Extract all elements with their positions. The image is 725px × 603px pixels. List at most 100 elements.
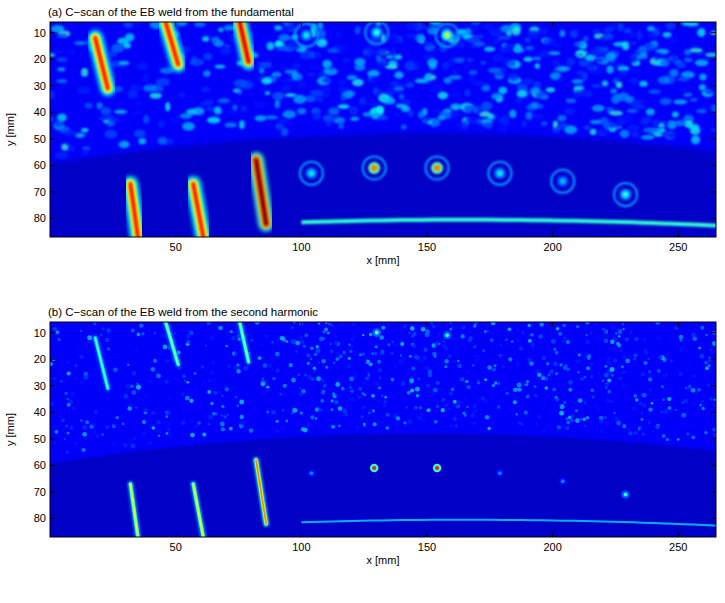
speckle <box>583 36 588 41</box>
speckle <box>352 322 356 326</box>
spot-halo <box>431 162 443 174</box>
indication-core <box>166 322 179 364</box>
speckle <box>513 387 518 392</box>
speckle <box>376 22 381 27</box>
x-axis-title: x [mm] <box>367 554 400 566</box>
speckle <box>215 65 226 69</box>
x-tick <box>301 232 302 237</box>
speckle <box>559 76 566 83</box>
x-tick <box>426 232 427 237</box>
speckle <box>156 374 161 379</box>
speckle <box>127 406 131 410</box>
speckle <box>448 407 451 410</box>
y-tick-label: 50 <box>34 433 46 445</box>
speckle <box>139 323 143 327</box>
speckle <box>648 358 651 361</box>
x-tick <box>175 22 176 27</box>
speckle <box>660 58 670 67</box>
speckle <box>615 417 619 421</box>
speckle <box>533 56 542 60</box>
speckle <box>143 74 149 82</box>
speckle <box>50 53 56 57</box>
speckle <box>373 87 378 94</box>
speckle <box>328 365 333 370</box>
indication <box>193 184 203 237</box>
speckle <box>61 144 68 151</box>
spot-halo <box>300 29 312 41</box>
speckle <box>67 50 75 55</box>
speckle <box>136 100 141 106</box>
speckle <box>184 379 186 381</box>
speckle <box>315 407 319 411</box>
speckle <box>679 88 689 92</box>
speckle <box>641 418 644 421</box>
speckle <box>632 406 636 410</box>
speckle <box>123 443 127 447</box>
speckle <box>234 352 238 356</box>
speckle <box>321 359 325 363</box>
speckle <box>378 386 381 389</box>
speckle <box>438 92 448 100</box>
speckle <box>437 115 445 120</box>
speckle <box>643 338 646 341</box>
spot <box>443 331 452 340</box>
speckle <box>622 323 624 325</box>
speckle <box>105 425 109 429</box>
speckle <box>130 385 133 388</box>
x-tick <box>301 532 302 537</box>
speckle <box>490 395 495 400</box>
speckle <box>607 390 611 394</box>
speckle <box>144 394 148 398</box>
speckle <box>484 123 492 129</box>
speckle <box>603 33 614 40</box>
speckle <box>559 363 562 366</box>
speckle <box>603 330 607 334</box>
speckle <box>561 423 565 427</box>
y-tick <box>711 59 716 60</box>
speckle <box>208 423 210 425</box>
y-tick-label: 60 <box>34 159 46 171</box>
speckle <box>442 398 446 402</box>
speckle <box>526 394 530 398</box>
speckle <box>516 362 519 365</box>
speckle <box>191 56 196 65</box>
speckle <box>51 50 65 54</box>
speckle <box>591 47 605 56</box>
y-tick <box>50 518 55 519</box>
speckle <box>709 397 713 401</box>
speckle <box>272 92 285 100</box>
speckle <box>390 352 393 355</box>
speckle <box>227 365 230 368</box>
speckle <box>316 97 324 102</box>
y-tick <box>50 85 55 86</box>
speckle <box>620 130 630 138</box>
speckle <box>689 48 703 52</box>
spot-halo <box>371 27 383 39</box>
speckle <box>336 357 340 361</box>
speckle <box>672 111 678 117</box>
x-tick <box>678 532 679 537</box>
speckle <box>436 381 440 385</box>
speckle <box>359 97 366 106</box>
speckle <box>347 75 357 80</box>
speckle <box>234 79 247 87</box>
speckle <box>114 423 118 427</box>
indication-core <box>238 322 248 362</box>
speckle <box>210 402 213 405</box>
spot-core <box>445 333 449 337</box>
speckle <box>207 117 220 124</box>
speckle <box>610 88 617 94</box>
speckle <box>350 345 353 348</box>
speckle <box>295 341 300 346</box>
speckle <box>701 344 705 348</box>
spot-core <box>624 493 628 497</box>
speckle <box>261 381 266 386</box>
speckle <box>628 431 632 435</box>
speckle <box>410 388 414 392</box>
speckle <box>671 54 677 62</box>
speckle <box>448 354 452 358</box>
spot <box>614 183 637 206</box>
speckle <box>349 381 352 384</box>
x-tick-label: 100 <box>292 241 310 253</box>
speckle <box>341 322 345 326</box>
